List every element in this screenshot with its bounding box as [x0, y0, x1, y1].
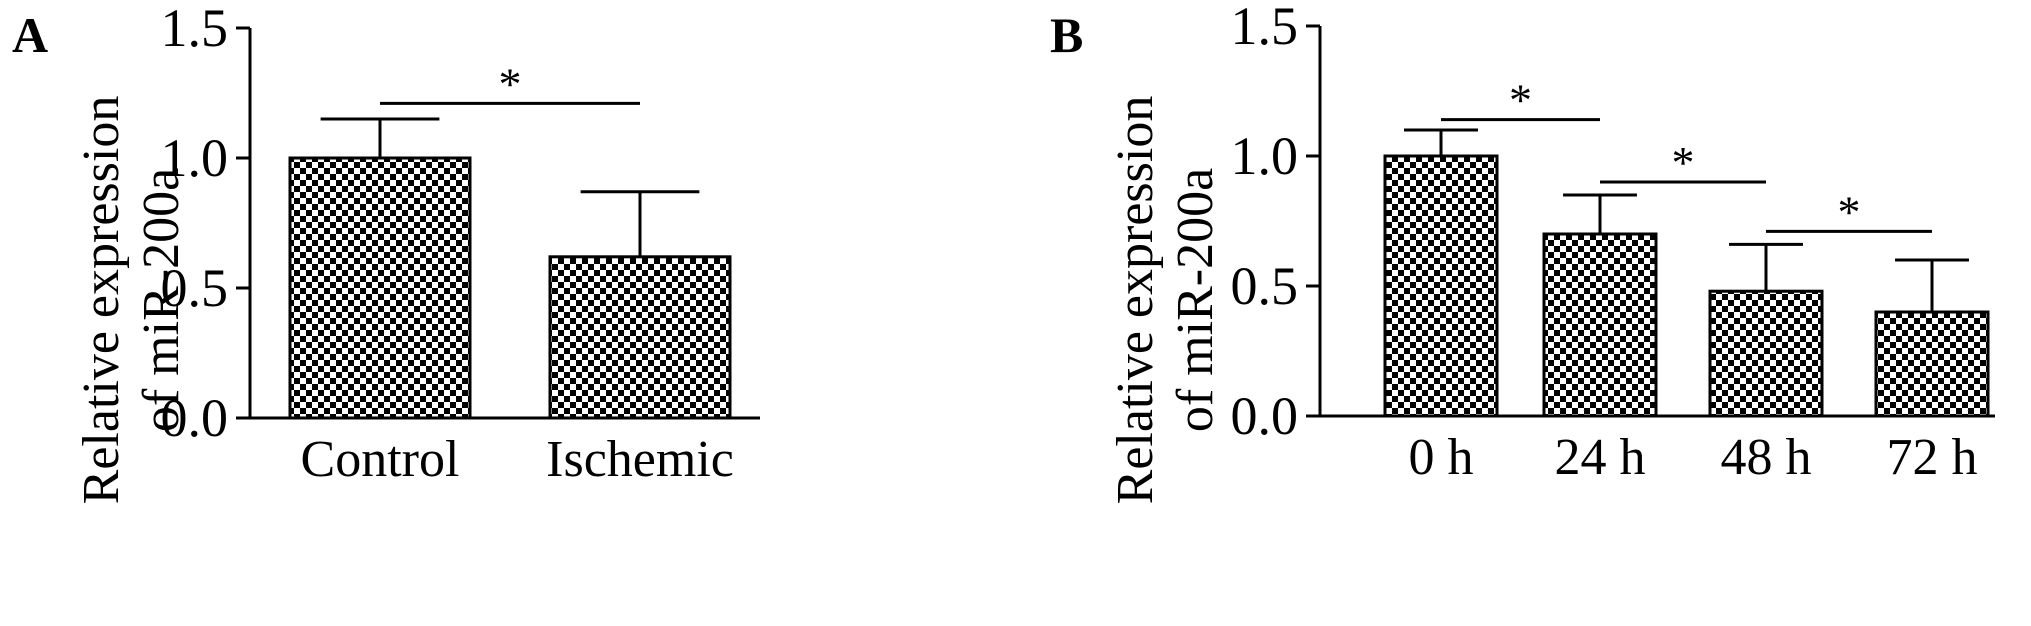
panel-label-b: B: [1050, 7, 1083, 63]
x-tick-label-a: Control: [301, 431, 460, 488]
x-tick-label-b: 0 h: [1409, 429, 1474, 486]
panel-label-a: A: [12, 7, 48, 63]
bar-a-0: [288, 156, 472, 420]
bar-a-1: [548, 255, 732, 420]
y-tick-label-a: 0.5: [161, 258, 229, 318]
bar-b-0: [1383, 154, 1499, 418]
significance-star-b: *: [1838, 186, 1861, 237]
y-axis-label-b-line2: of miR-200a: [1167, 168, 1224, 432]
y-tick-label-a: 1.0: [161, 128, 229, 188]
x-tick-label-b: 48 h: [1721, 429, 1812, 486]
bar-b-3: [1874, 310, 1990, 418]
y-tick-label-a: 0.0: [161, 388, 229, 448]
significance-star-a: *: [499, 58, 522, 109]
bar-b-1: [1542, 232, 1658, 418]
bar-b-2: [1708, 289, 1824, 418]
x-tick-label-b: 24 h: [1555, 429, 1646, 486]
y-tick-label-b: 0.0: [1231, 386, 1299, 446]
y-tick-label-b: 1.0: [1231, 126, 1299, 186]
chart-panel-a: A Relative expression of miR-200a 0.0 0.5…: [12, 0, 760, 504]
y-axis-label-a-line1: Relative expression: [73, 96, 130, 505]
y-tick-label-b: 1.5: [1231, 0, 1299, 56]
x-tick-label-a: Ischemic: [546, 431, 734, 488]
chart-panel-b: B Relative expression of miR-200a 0.0 0.5…: [1050, 0, 1995, 504]
significance-star-b: *: [1672, 137, 1695, 188]
y-tick-label-a: 1.5: [161, 0, 229, 58]
y-axis-label-a-line2: of miR-200a: [133, 168, 190, 432]
significance-star-b: *: [1509, 75, 1532, 126]
x-tick-label-b: 72 h: [1887, 429, 1978, 486]
y-tick-label-b: 0.5: [1231, 256, 1299, 316]
y-axis-label-b-line1: Relative expression: [1107, 96, 1164, 505]
